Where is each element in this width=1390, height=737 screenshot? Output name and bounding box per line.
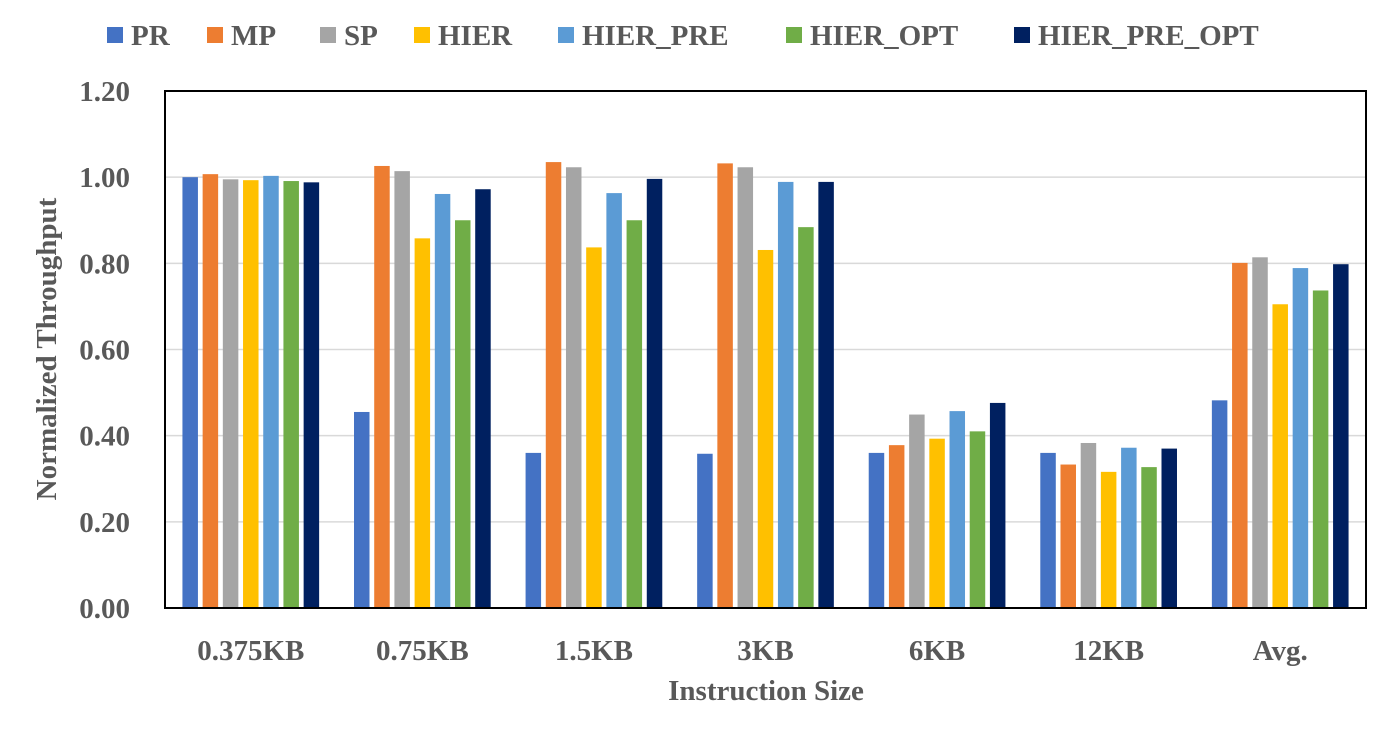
bar: MP 1.5KB: 1.035 [545,162,562,608]
x-tick-label: 1.5KB [555,635,633,667]
bar: HIER 0.75KB: 0.858 [414,238,431,608]
legend-label: HIER_PRE_OPT [1038,20,1259,52]
bar: HIER_PRE_OPT 6KB: 0.476 [989,402,1006,608]
bars: PR 0.375KB: 1MP 0.375KB: 1.007SP 0.375KB… [182,162,1349,609]
x-tick-label: 12KB [1073,635,1144,667]
bar: PR 6KB: 0.36 [868,452,885,608]
bar: HIER 0.375KB: 0.993 [243,180,259,608]
legend-swatch [786,27,802,43]
bar: HIER_PRE 1.5KB: 0.963 [606,193,622,609]
bar: HIER_PRE_OPT 0.375KB: 0.988 [303,182,320,608]
bar: HIER_PRE Avg.: 0.789 [1292,268,1309,608]
legend-swatch [107,27,123,43]
x-axis-title: Instruction Size [668,675,864,707]
bar: SP Avg.: 0.814 [1252,257,1268,608]
bar: HIER_OPT 0.75KB: 0.9 [455,220,471,608]
bar: HIER Avg.: 0.705 [1272,304,1288,608]
bar: HIER_PRE_OPT 0.75KB: 0.972 [475,189,491,609]
bar: HIER_PRE_OPT Avg.: 0.798 [1333,264,1349,608]
y-tick-label: 1.00 [79,162,130,194]
bar: PR 0.375KB: 1 [182,177,198,608]
bar: HIER_OPT 0.375KB: 0.991 [283,181,299,608]
bar: SP 0.75KB: 1.014 [394,171,410,608]
bar: PR 12KB: 0.36 [1040,452,1056,608]
y-tick-label: 0.60 [79,335,130,367]
bar: HIER_OPT 12KB: 0.327 [1141,467,1157,608]
legend-label: HIER_OPT [810,20,958,52]
bar: HIER 3KB: 0.831 [757,249,774,609]
y-tick-label: 0.40 [79,421,130,453]
bar: HIER_PRE_OPT 3KB: 0.989 [818,181,834,609]
y-axis-ticks: 0.00 0.20 0.40 0.60 0.80 1.00 1.20 [79,76,130,625]
legend-label: HIER [438,20,513,52]
bar: HIER_OPT 3KB: 0.884 [798,227,814,609]
y-tick-label: 0.20 [79,507,130,539]
bar: MP 12KB: 0.333 [1060,464,1076,608]
y-axis-title: Normalized Throughput [31,197,63,500]
legend-label: SP [344,20,378,52]
bar: HIER_PRE_OPT 1.5KB: 0.996 [646,178,663,608]
bar: HIER_PRE 12KB: 0.372 [1121,447,1137,608]
bar: PR 1.5KB: 0.36 [525,452,542,608]
y-tick-label: 0.00 [79,593,130,625]
bar: HIER_PRE 0.75KB: 0.961 [434,193,451,608]
bar: MP Avg.: 0.801 [1232,262,1248,608]
x-tick-label: 0.75KB [376,635,469,667]
y-tick-label: 1.20 [79,76,130,108]
legend-swatch [1014,27,1030,43]
bar: HIER_PRE_OPT 12KB: 0.37 [1161,448,1177,608]
bar: SP 0.375KB: 0.995 [222,179,239,608]
bar: HIER 6KB: 0.393 [929,438,945,608]
x-axis-ticks: 0.375KB 0.75KB 1.5KB 3KB 6KB 12KB Avg. [197,635,1308,667]
bar: MP 0.75KB: 1.026 [374,165,390,608]
bar: PR 3KB: 0.358 [697,453,713,608]
bar: HIER_PRE 3KB: 0.989 [777,181,794,609]
bar: HIER_OPT 1.5KB: 0.9 [626,220,643,608]
bar: HIER 12KB: 0.316 [1100,471,1117,608]
legend-swatch [558,27,574,43]
legend-label: MP [231,20,276,52]
legend-swatch [320,27,336,43]
bar: HIER_PRE 0.375KB: 1.003 [263,175,279,609]
bar: HIER_OPT 6KB: 0.41 [969,431,986,608]
legend-swatch [207,27,223,43]
x-tick-label: 0.375KB [197,635,304,667]
legend-label: PR [131,20,171,52]
bar: PR Avg.: 0.482 [1211,400,1228,608]
y-tick-label: 0.80 [79,248,130,280]
legend-label: HIER_PRE [582,20,729,52]
x-tick-label: Avg. [1253,635,1308,667]
bar: MP 0.375KB: 1.007 [202,174,219,609]
legend-swatch [414,27,430,43]
bar: SP 3KB: 1.023 [737,167,754,608]
bar: PR 0.75KB: 0.455 [354,411,370,608]
plot-area-frame [164,90,1367,609]
bar: SP 6KB: 0.449 [909,414,925,608]
bar: HIER_OPT Avg.: 0.737 [1312,290,1329,608]
bar: HIER_PRE 6KB: 0.457 [949,411,966,608]
x-tick-label: 3KB [737,635,793,667]
bar: HIER 1.5KB: 0.837 [586,247,602,608]
x-tick-label: 6KB [909,635,965,667]
bar: MP 3KB: 1.032 [717,163,733,608]
bar: SP 12KB: 0.383 [1080,442,1097,608]
legend: PR MP SP HIER HIER_PRE HIER_OPT HIER_PRE_OPT [107,20,1259,52]
bar: MP 6KB: 0.378 [888,445,905,608]
bar: SP 1.5KB: 1.023 [565,167,582,608]
